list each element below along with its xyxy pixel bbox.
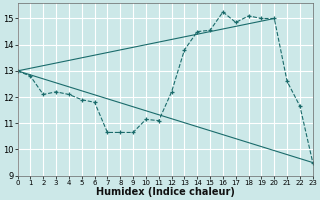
- X-axis label: Humidex (Indice chaleur): Humidex (Indice chaleur): [96, 187, 235, 197]
